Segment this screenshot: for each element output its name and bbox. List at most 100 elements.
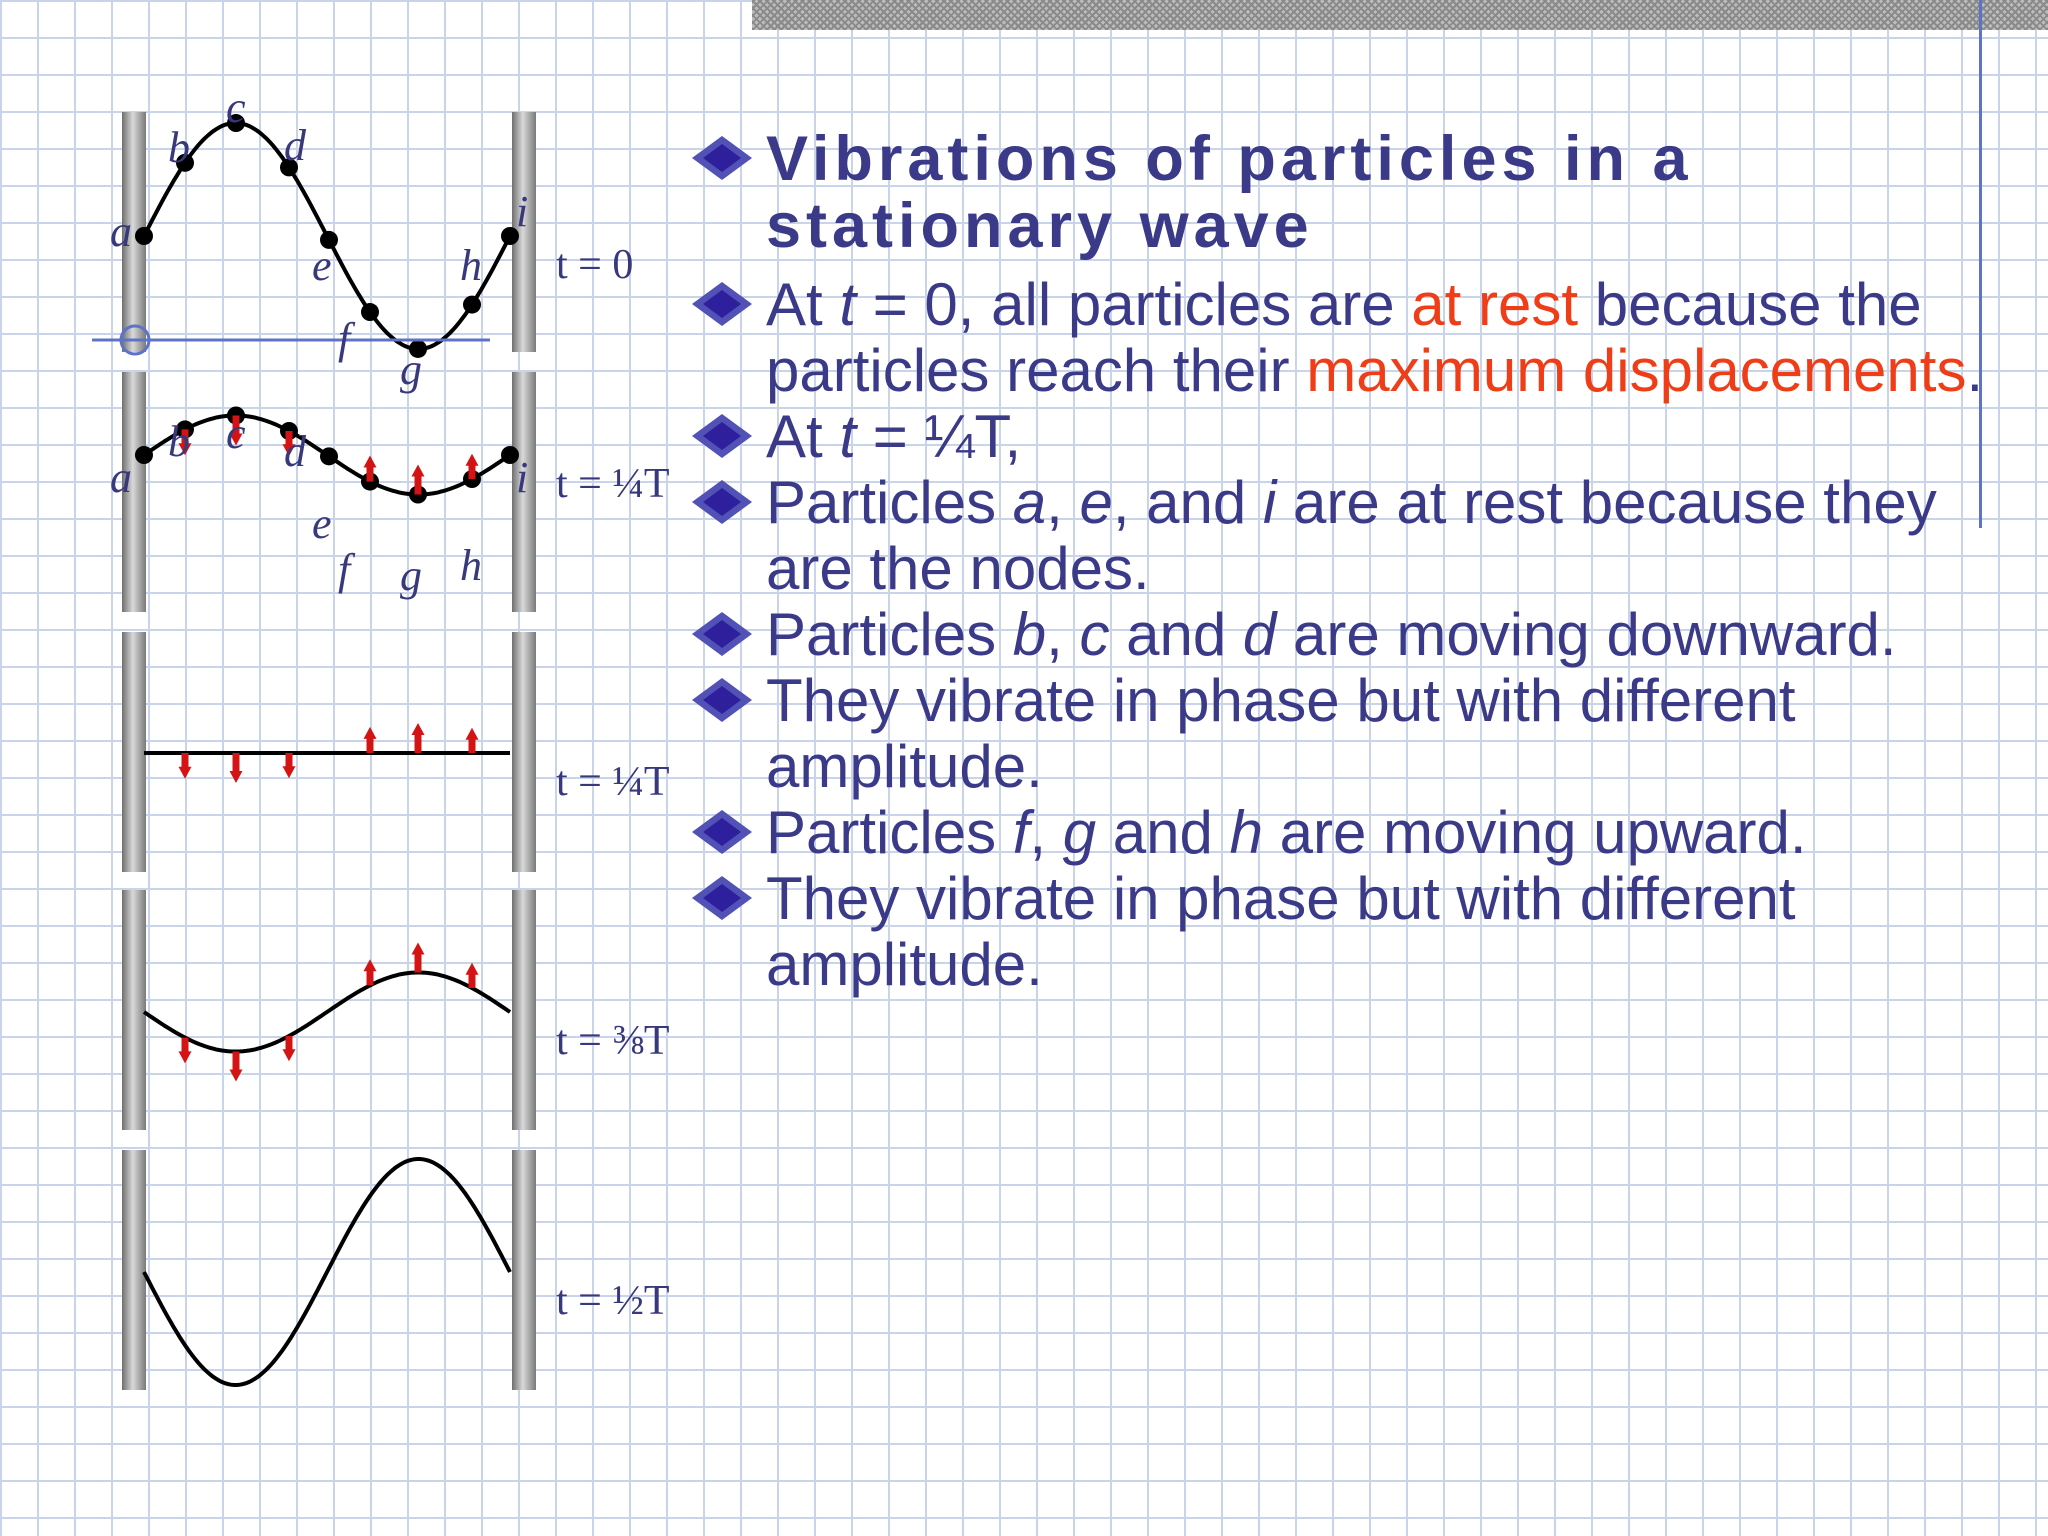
text: t xyxy=(839,271,857,338)
diamond-bullet-icon xyxy=(692,810,752,854)
wall-icon xyxy=(122,890,146,1130)
particle-dot xyxy=(463,470,481,489)
highlight-at-rest: at rest xyxy=(1411,271,1579,338)
wall-icon xyxy=(512,372,536,612)
time-label: t = ½T xyxy=(556,1278,670,1324)
diamond-bullet-icon xyxy=(692,678,752,722)
text: and xyxy=(1096,799,1230,866)
particle-label-a: a xyxy=(110,453,132,502)
arrow-icon xyxy=(363,455,377,482)
particle-label-e: e xyxy=(312,241,332,290)
wall-icon xyxy=(122,372,146,612)
text: They vibrate in phase but with different… xyxy=(766,865,1796,998)
particle-label-e: e xyxy=(312,499,332,548)
particle-dot xyxy=(280,158,298,177)
text: are moving downward. xyxy=(1276,601,1897,668)
particle-label-h: h xyxy=(460,241,482,290)
particle-dot xyxy=(320,447,338,466)
diamond-bullet-icon xyxy=(692,876,752,920)
particle-label-d: d xyxy=(284,121,307,170)
particle-label-g: g xyxy=(400,345,422,394)
text: because the particles reach their xyxy=(766,271,1922,404)
wall-icon xyxy=(512,632,536,872)
text: , xyxy=(1046,601,1080,668)
arrow-icon xyxy=(282,1036,296,1062)
text: g xyxy=(1062,799,1097,866)
arrow-icon xyxy=(229,1051,243,1082)
particle-label-c: c xyxy=(226,83,246,132)
particle-dot xyxy=(320,230,338,249)
text: f xyxy=(1012,799,1030,866)
wave-curve xyxy=(142,1157,512,1387)
highlight-maximum-displacements: maximum displacements xyxy=(1306,337,1967,404)
origin-marker xyxy=(119,324,151,356)
text: b xyxy=(1012,601,1047,668)
time-label: t = ¼T xyxy=(556,759,670,805)
text: Particles xyxy=(766,469,1013,536)
time-label: t = ⅜T xyxy=(556,1018,670,1064)
particle-label-c: c xyxy=(226,409,246,458)
arrow-icon xyxy=(465,727,479,753)
text: h xyxy=(1229,799,1263,866)
arrow-icon xyxy=(465,453,479,479)
arrow-icon xyxy=(411,723,425,753)
bullet-list: Vibrations of particles in a stationary … xyxy=(690,126,2010,998)
particle-dot xyxy=(135,446,153,464)
bullet-quarter-period: At t = ¼T, xyxy=(690,404,2010,470)
arrow-icon xyxy=(282,431,296,457)
arrow-icon xyxy=(411,464,425,495)
particle-dot xyxy=(176,153,194,172)
particle-label-d: d xyxy=(284,427,307,476)
text: c xyxy=(1079,601,1110,668)
bullet-moving-downward: Particles b, c and d are moving downward… xyxy=(690,602,2010,668)
particle-label-b: b xyxy=(168,417,190,466)
text: a xyxy=(1012,469,1047,536)
text: At xyxy=(766,271,840,338)
particle-dot xyxy=(501,227,519,245)
arrow-icon xyxy=(229,753,243,783)
arrow-icon xyxy=(229,415,243,446)
particle-label-f: f xyxy=(338,545,356,594)
particle-label-a: a xyxy=(110,207,132,256)
time-label: t = ¼T xyxy=(556,461,670,507)
arrow-icon xyxy=(363,726,377,753)
stationary-wave-diagram: t = 0t = ¼Tt = ¼Tt = ⅜Tt = ½Tabcdefghiab… xyxy=(92,83,670,1390)
particle-dot xyxy=(280,421,298,440)
text: Particles xyxy=(766,799,1013,866)
text: d xyxy=(1242,601,1277,668)
arrow-icon xyxy=(178,1037,192,1064)
particle-label-h: h xyxy=(460,541,482,590)
bullet-in-phase-2: They vibrate in phase but with different… xyxy=(690,866,2010,998)
text: e xyxy=(1079,469,1113,536)
top-hatch-bar xyxy=(752,0,2048,30)
text: i xyxy=(1262,469,1277,536)
particle-label-b: b xyxy=(168,123,190,172)
text: = ¼T, xyxy=(856,403,1022,470)
text: t xyxy=(839,403,857,470)
text: , xyxy=(1046,469,1080,536)
text: . xyxy=(1966,337,1984,404)
bullet-rest: At t = 0, all particles are at rest beca… xyxy=(690,272,2010,404)
arrow-icon xyxy=(465,962,479,988)
arrow-icon xyxy=(178,429,192,456)
wall-icon xyxy=(512,890,536,1130)
arrow-icon xyxy=(282,753,296,779)
diamond-bullet-icon xyxy=(692,136,752,180)
arrow-icon xyxy=(411,942,425,973)
particle-dot xyxy=(135,227,153,245)
diamond-bullet-icon xyxy=(692,414,752,458)
text: and xyxy=(1109,601,1243,668)
slide-title: Vibrations of particles in a stationary … xyxy=(690,126,2010,260)
bullet-in-phase-1: They vibrate in phase but with different… xyxy=(690,668,2010,800)
particle-dot xyxy=(409,339,427,358)
right-vertical-rule xyxy=(1979,0,1982,528)
title-text: Vibrations of particles in a stationary … xyxy=(766,124,1693,261)
wave-curve xyxy=(142,970,512,1054)
particle-dot xyxy=(227,406,245,425)
particle-dot xyxy=(409,485,427,504)
text: are at rest because they are the nodes. xyxy=(766,469,1937,602)
wall-icon xyxy=(512,1150,536,1390)
bullet-moving-upward: Particles f, g and h are moving upward. xyxy=(690,800,2010,866)
particle-dot xyxy=(361,472,379,491)
text: , xyxy=(1029,799,1063,866)
